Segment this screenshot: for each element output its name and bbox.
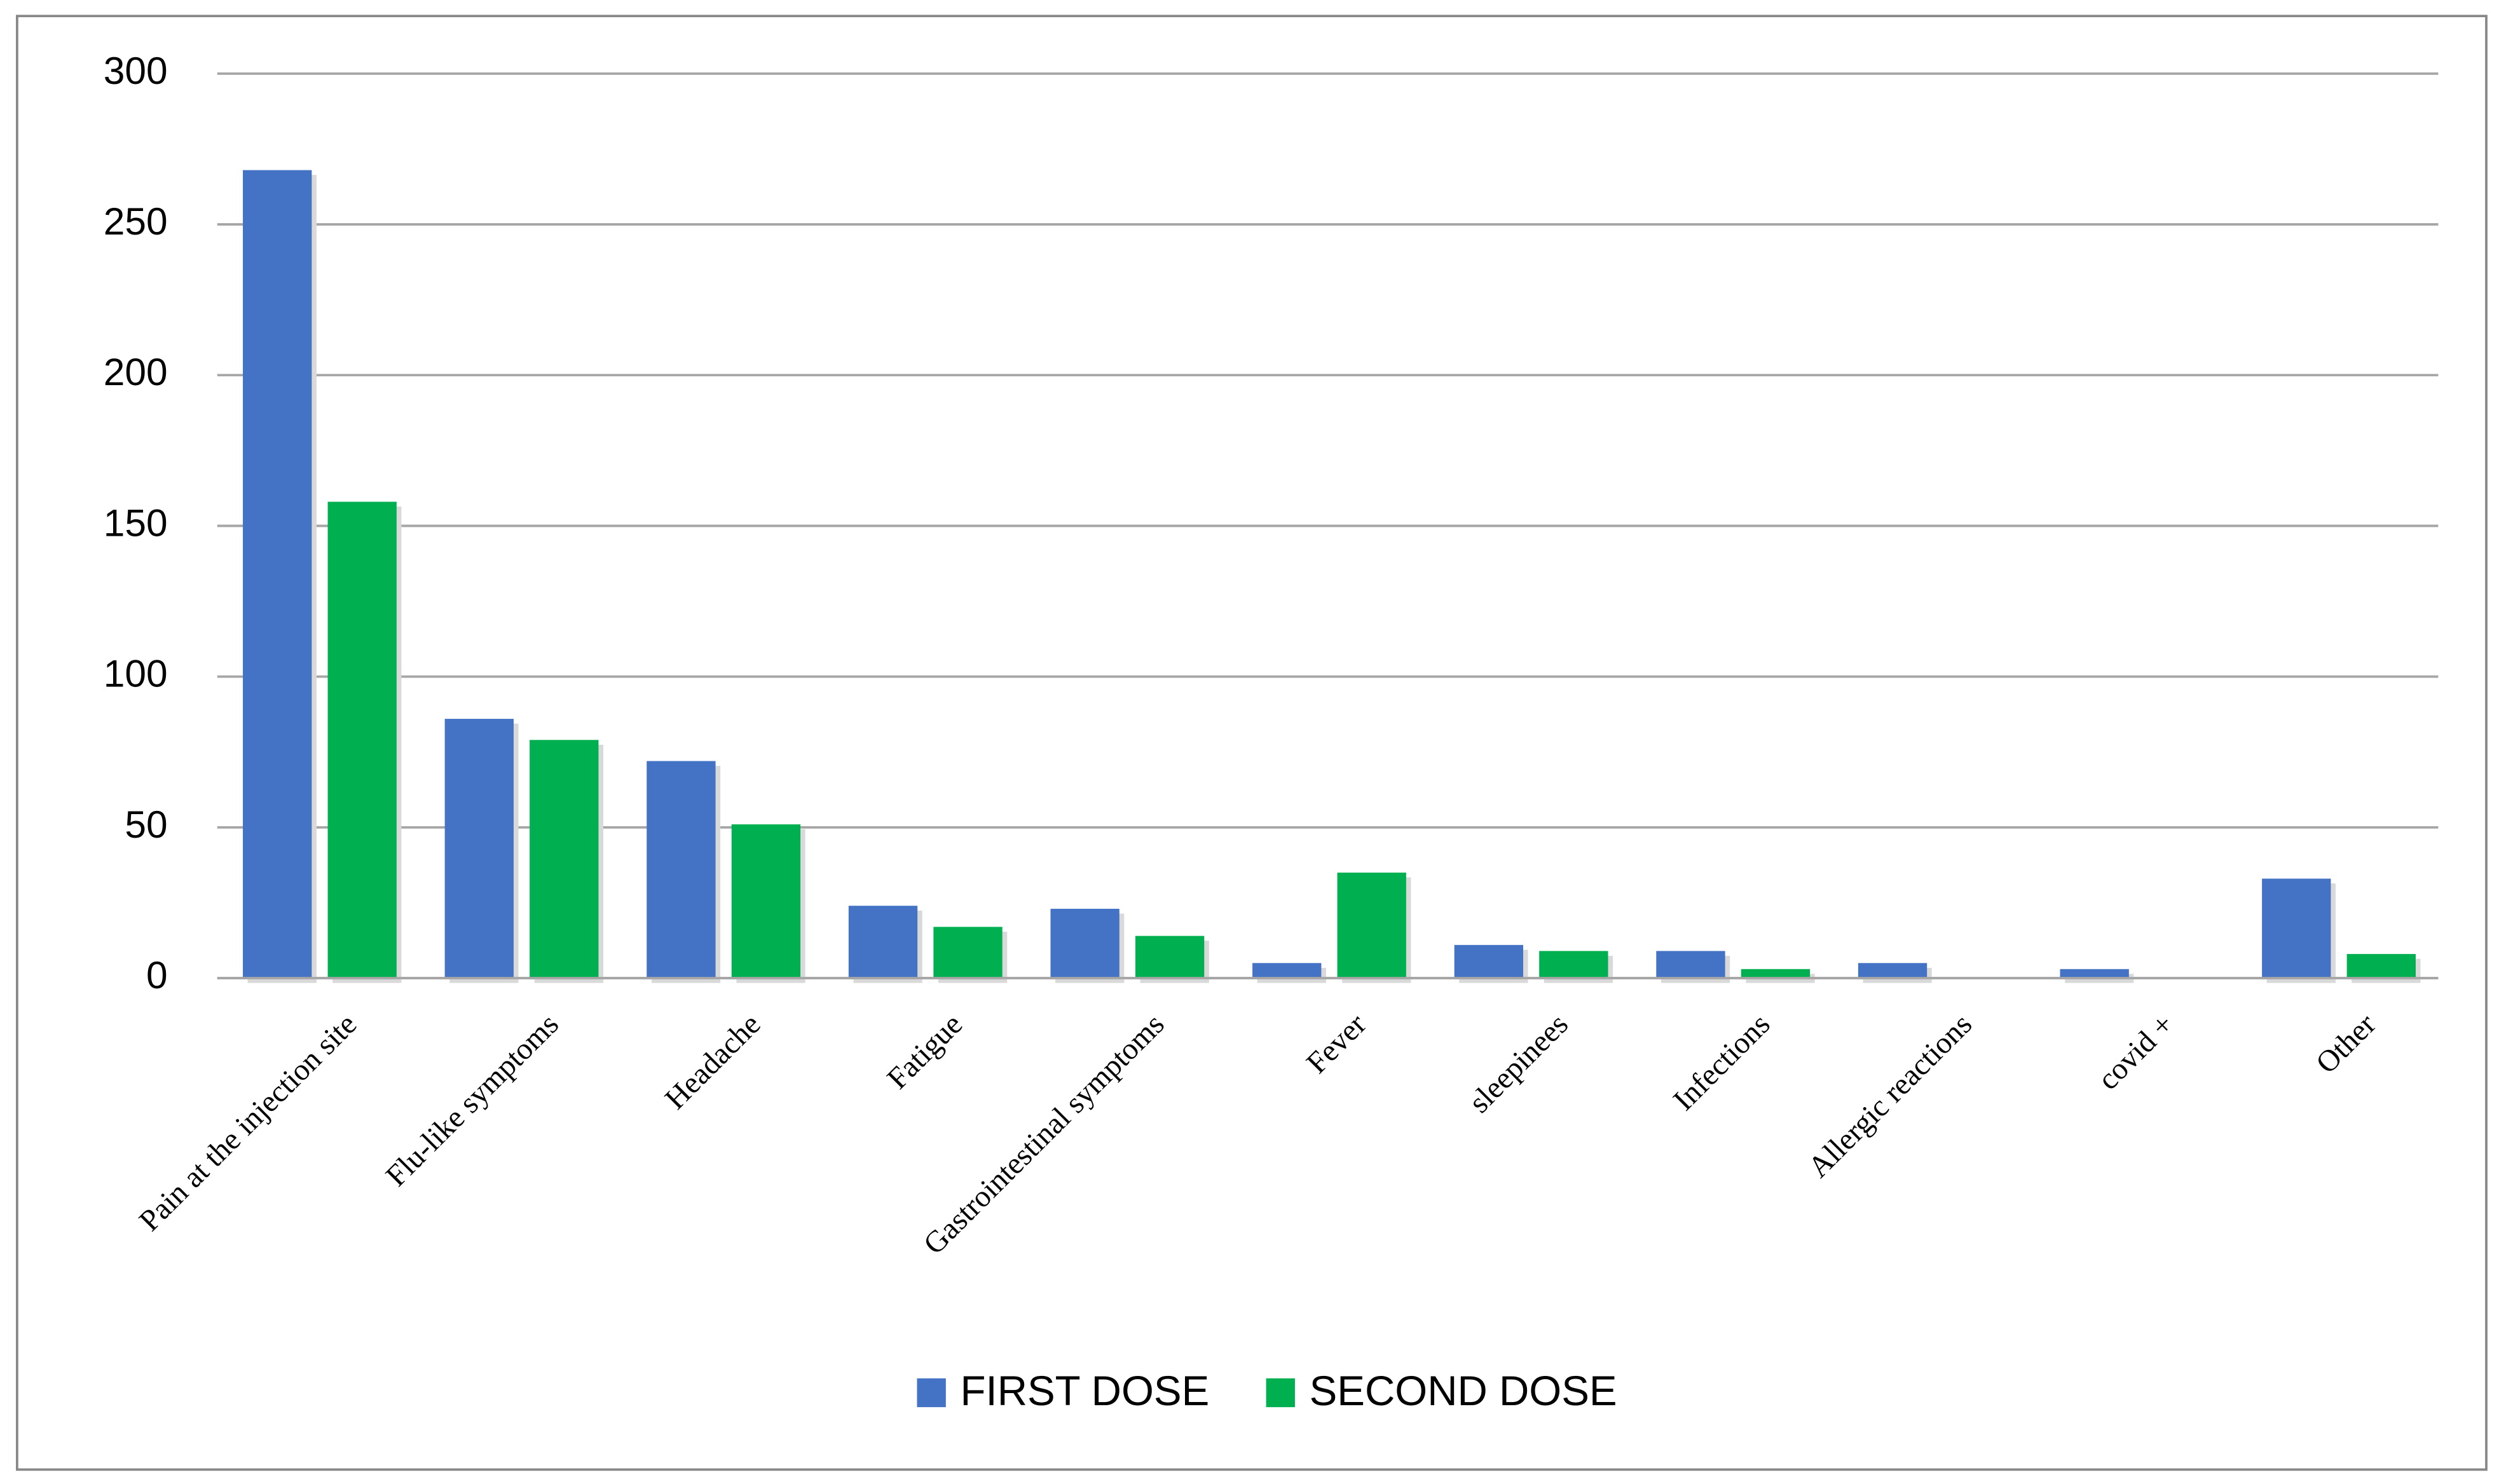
bar — [1539, 951, 1608, 979]
chart-border — [15, 15, 2488, 1471]
bar — [2346, 954, 2416, 979]
legend-swatch — [917, 1378, 946, 1408]
bar — [1135, 936, 1205, 979]
bar — [933, 927, 1003, 979]
y-tick-label: 50 — [125, 803, 167, 846]
bar — [327, 501, 397, 979]
y-tick-label: 250 — [104, 200, 168, 243]
bar — [647, 761, 716, 979]
y-tick-label: 150 — [104, 501, 168, 544]
bar — [1454, 944, 1524, 979]
bar — [1858, 963, 1928, 979]
y-tick-label: 300 — [104, 49, 168, 92]
y-tick-label: 200 — [104, 350, 168, 393]
bar — [2262, 878, 2331, 979]
legend-label: SECOND DOSE — [1310, 1368, 1617, 1414]
bar — [2060, 969, 2129, 979]
bar — [1050, 908, 1120, 979]
bar — [444, 719, 514, 979]
bar — [1337, 872, 1406, 979]
legend-label: FIRST DOSE — [961, 1368, 1210, 1414]
legend-swatch — [1266, 1378, 1295, 1408]
bar — [530, 740, 599, 979]
bar — [1741, 969, 1811, 979]
bar — [1656, 951, 1725, 979]
bar — [1252, 963, 1322, 979]
y-tick-label: 100 — [104, 652, 168, 695]
bar — [731, 824, 801, 979]
y-tick-label: 0 — [146, 953, 168, 997]
bar — [243, 170, 312, 979]
bar — [848, 906, 918, 979]
